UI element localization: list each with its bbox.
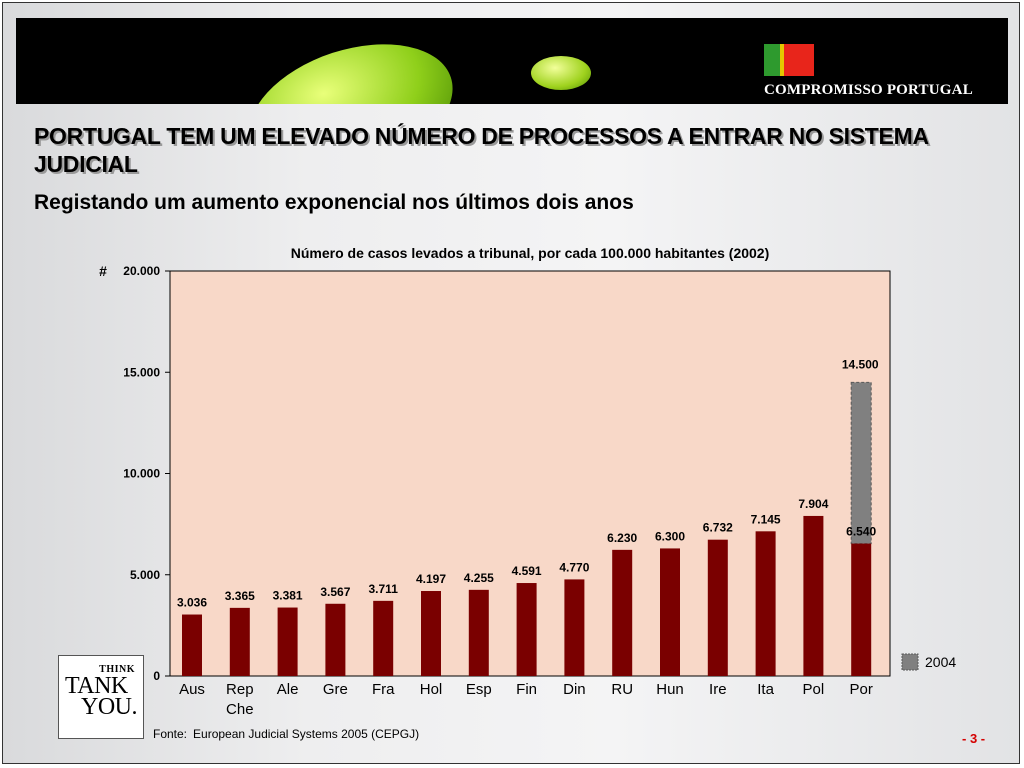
bar-fra — [373, 600, 394, 676]
data-label-rep-che: 3.365 — [225, 589, 255, 603]
bar-ire — [707, 539, 728, 676]
legend-swatch-2004 — [901, 653, 919, 671]
y-tick-label: 15.000 — [123, 365, 160, 379]
x-tick-label-ita: Ita — [757, 681, 774, 698]
bar-2004-por — [850, 381, 872, 545]
bar-por — [851, 543, 872, 676]
bar-rep-che — [229, 607, 250, 676]
x-tick-label-por: Por — [850, 681, 873, 698]
y-tick-label: 20.000 — [123, 264, 160, 278]
x-tick-label-ale: Ale — [277, 681, 299, 698]
chart-title: Número de casos levados a tribunal, por … — [290, 245, 770, 261]
y-axis-label: # — [99, 263, 107, 279]
x-tick-label-rep-che: Rep — [226, 681, 254, 698]
small-green-blob-graphic — [531, 56, 591, 90]
portugal-flag-icon — [764, 44, 814, 76]
brand-name: COMPROMISSO PORTUGAL — [764, 82, 973, 98]
x-tick-label-hun: Hun — [656, 681, 684, 698]
data-label-ale: 3.381 — [273, 589, 303, 603]
data-label-ru: 6.230 — [607, 531, 637, 545]
think-tank-logo: THINK TANK YOU. — [58, 655, 144, 739]
slide-subtitle: Registando um aumento exponencial nos úl… — [34, 191, 634, 214]
x-tick-label-rep-che: Che — [226, 701, 254, 718]
x-tick-label-esp: Esp — [466, 681, 492, 698]
x-tick-label-pol: Pol — [803, 681, 825, 698]
logo-line-1: THINK — [99, 664, 135, 675]
bar-ita — [755, 531, 776, 676]
y-tick-label: 10.000 — [123, 467, 160, 481]
data-label-hun: 6.300 — [655, 529, 685, 543]
y-tick-label: 5.000 — [130, 568, 160, 582]
bar-ru — [612, 549, 633, 676]
data-label-gre: 3.567 — [320, 585, 350, 599]
bar-fin — [516, 583, 537, 676]
x-tick-label-ru: RU — [611, 681, 633, 698]
source-note: Fonte: European Judicial Systems 2005 (CE… — [153, 727, 425, 741]
bar-esp — [468, 589, 489, 676]
bar-hun — [660, 548, 680, 676]
slide-title: PORTUGAL TEM UM ELEVADO NÚMERO DE PROCES… — [34, 123, 928, 177]
x-tick-label-hol: Hol — [420, 681, 443, 698]
legend-label-2004: 2004 — [925, 654, 956, 670]
source-text: European Judicial Systems 2005 (CEPGJ) — [193, 727, 420, 741]
data-label-fra: 3.711 — [369, 582, 399, 596]
logo-line-3: YOU. — [81, 694, 138, 720]
x-tick-label-fra: Fra — [372, 681, 395, 698]
bar-gre — [325, 603, 346, 676]
data-label-2004-por: 14.500 — [842, 357, 879, 371]
data-label-ire: 6.732 — [703, 521, 733, 535]
data-label-fin: 4.591 — [512, 564, 542, 578]
data-label-aus: 3.036 — [177, 596, 207, 610]
bar-hol — [421, 591, 441, 676]
y-tick-label: 0 — [153, 669, 160, 683]
header-banner: COMPROMISSO PORTUGAL — [16, 18, 1008, 104]
bar-din — [564, 579, 585, 676]
page-number: - 3 - — [962, 731, 986, 746]
data-label-ita: 7.145 — [751, 512, 781, 526]
data-label-esp: 4.255 — [464, 571, 494, 585]
x-tick-label-fin: Fin — [516, 681, 537, 698]
x-tick-label-aus: Aus — [179, 681, 205, 698]
x-tick-label-ire: Ire — [709, 681, 727, 698]
x-tick-label-din: Din — [563, 681, 586, 698]
data-label-por: 6.540 — [846, 525, 876, 539]
bar-ale — [277, 607, 298, 676]
bar-aus — [182, 614, 202, 676]
source-label: Fonte: — [153, 727, 188, 741]
logo-line-2: TANK — [65, 673, 128, 699]
data-label-pol: 7.904 — [798, 497, 828, 511]
data-label-din: 4.770 — [559, 560, 589, 574]
bar-pol — [803, 515, 824, 676]
x-tick-label-gre: Gre — [323, 681, 348, 698]
data-label-hol: 4.197 — [416, 572, 446, 586]
